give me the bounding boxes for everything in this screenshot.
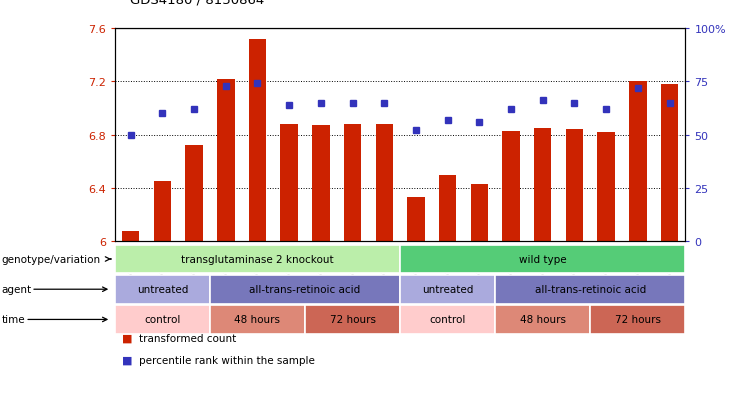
Text: 72 hours: 72 hours [615,315,661,325]
Bar [629,82,647,242]
Bar [566,130,583,242]
Text: all-trans-retinoic acid: all-trans-retinoic acid [535,285,646,294]
Bar [502,131,519,242]
Bar [153,182,171,242]
Bar [534,128,551,242]
Text: transformed count: transformed count [139,333,236,343]
Text: transglutaminase 2 knockout: transglutaminase 2 knockout [182,254,333,264]
Text: untreated: untreated [422,285,473,294]
Bar [408,198,425,242]
Text: genotype/variation: genotype/variation [1,254,101,264]
Bar [185,146,203,242]
Bar [312,126,330,242]
Text: time: time [1,315,25,325]
Bar [471,185,488,242]
Bar [344,125,362,242]
Text: agent: agent [1,285,32,294]
Bar [597,133,615,242]
Text: wild type: wild type [519,254,567,264]
Bar [122,231,139,242]
Text: 48 hours: 48 hours [519,315,566,325]
Text: ■: ■ [122,333,133,343]
Bar [281,125,298,242]
Text: all-trans-retinoic acid: all-trans-retinoic acid [250,285,361,294]
Bar [249,40,266,242]
Text: control: control [144,315,181,325]
Text: 48 hours: 48 hours [234,315,281,325]
Bar [439,175,456,242]
Bar [661,85,678,242]
Text: control: control [430,315,466,325]
Text: 72 hours: 72 hours [330,315,376,325]
Bar [217,79,234,242]
Text: GDS4180 / 8150864: GDS4180 / 8150864 [130,0,264,6]
Text: untreated: untreated [137,285,188,294]
Bar [376,125,393,242]
Text: ■: ■ [122,355,133,365]
Text: percentile rank within the sample: percentile rank within the sample [139,355,314,365]
